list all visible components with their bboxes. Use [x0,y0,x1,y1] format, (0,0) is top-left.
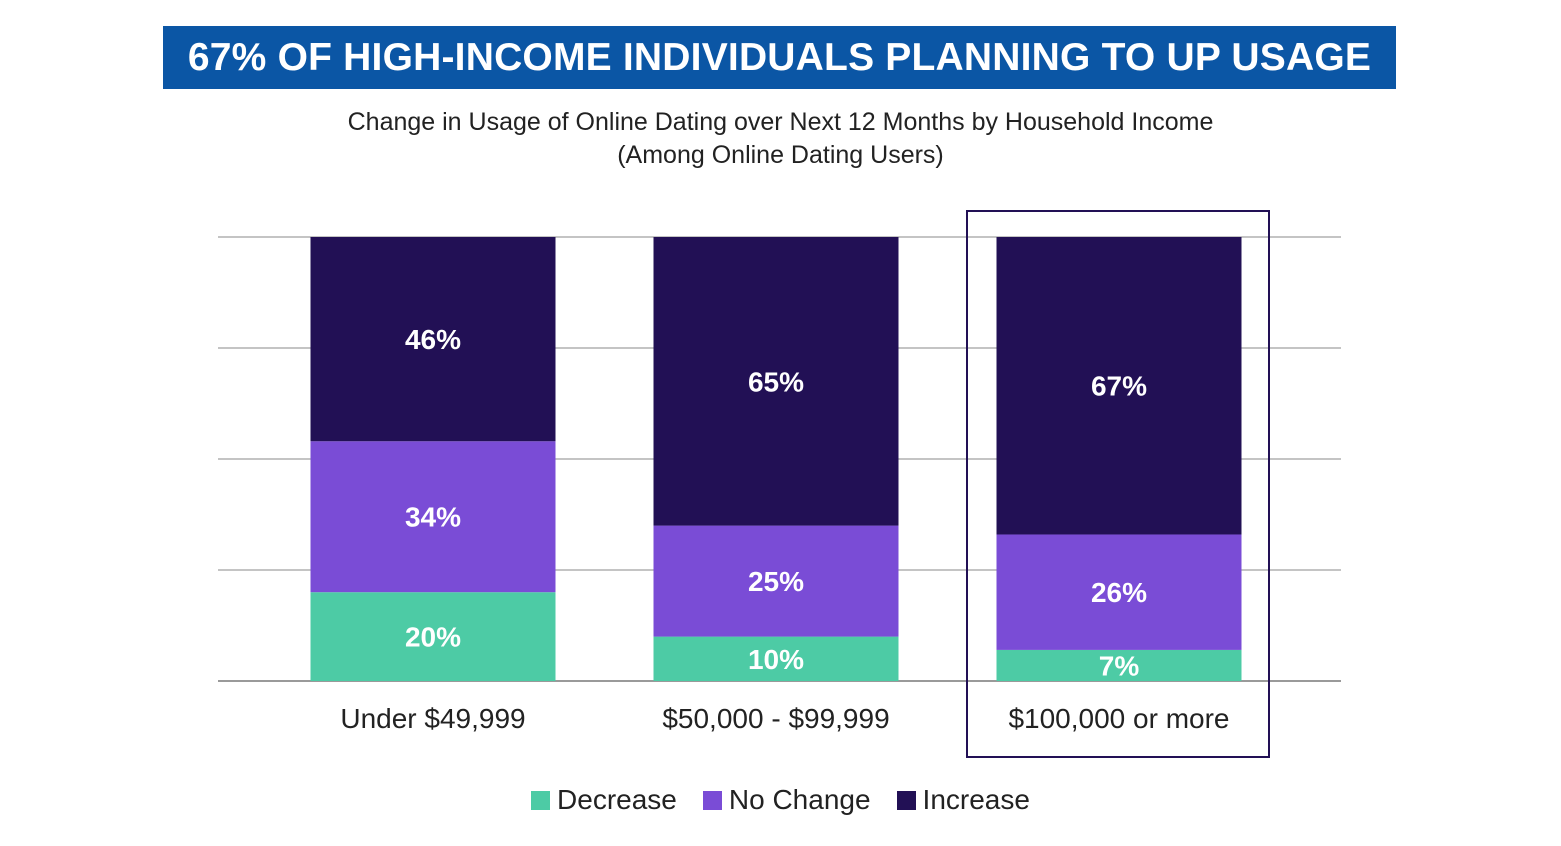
legend-label-increase: Increase [922,784,1030,815]
bar-segment-decrease [653,636,899,681]
data-label: 67% [1091,371,1147,402]
bar-segment-no-change [996,534,1242,650]
category-label: Under $49,999 [340,703,525,734]
legend-swatch-decrease [531,790,551,810]
chart-title: Change in Usage of Online Dating over Ne… [347,108,1214,136]
bar-segment-increase [996,237,1242,535]
legend-label-no-change: No Change [728,784,871,815]
bar-segment-increase [653,237,899,526]
legend-item-no-change: No Change [702,784,871,816]
data-label: 65% [748,366,804,397]
data-label: 34% [405,502,461,533]
data-label: 26% [1091,577,1147,608]
bar-segment-no-change [653,525,899,637]
legend: Decrease No Change Increase [0,784,1561,816]
legend-item-decrease: Decrease [531,784,677,816]
data-label: 20% [405,622,461,653]
category-label: $100,000 or more [1008,703,1229,734]
title-banner: 67% OF HIGH-INCOME INDIVIDUALS PLANNING … [163,26,1396,89]
data-label: 10% [748,644,804,675]
bar-segment-increase [310,237,556,442]
data-label: 25% [748,566,804,597]
highlight-box [966,210,1270,758]
chart-subtitle: (Among Online Dating Users) [617,141,944,169]
legend-label-decrease: Decrease [557,784,677,815]
legend-swatch-no-change [702,790,722,810]
bar-segment-no-change [310,441,556,593]
legend-item-increase: Increase [896,784,1030,816]
legend-swatch-increase [896,790,916,810]
bar-segment-decrease [310,592,556,681]
data-label: 7% [1099,650,1140,681]
banner-title: 67% OF HIGH-INCOME INDIVIDUALS PLANNING … [187,35,1372,79]
category-label: $50,000 - $99,999 [662,703,889,734]
bar-segment-decrease [996,649,1242,681]
data-label: 46% [405,324,461,355]
